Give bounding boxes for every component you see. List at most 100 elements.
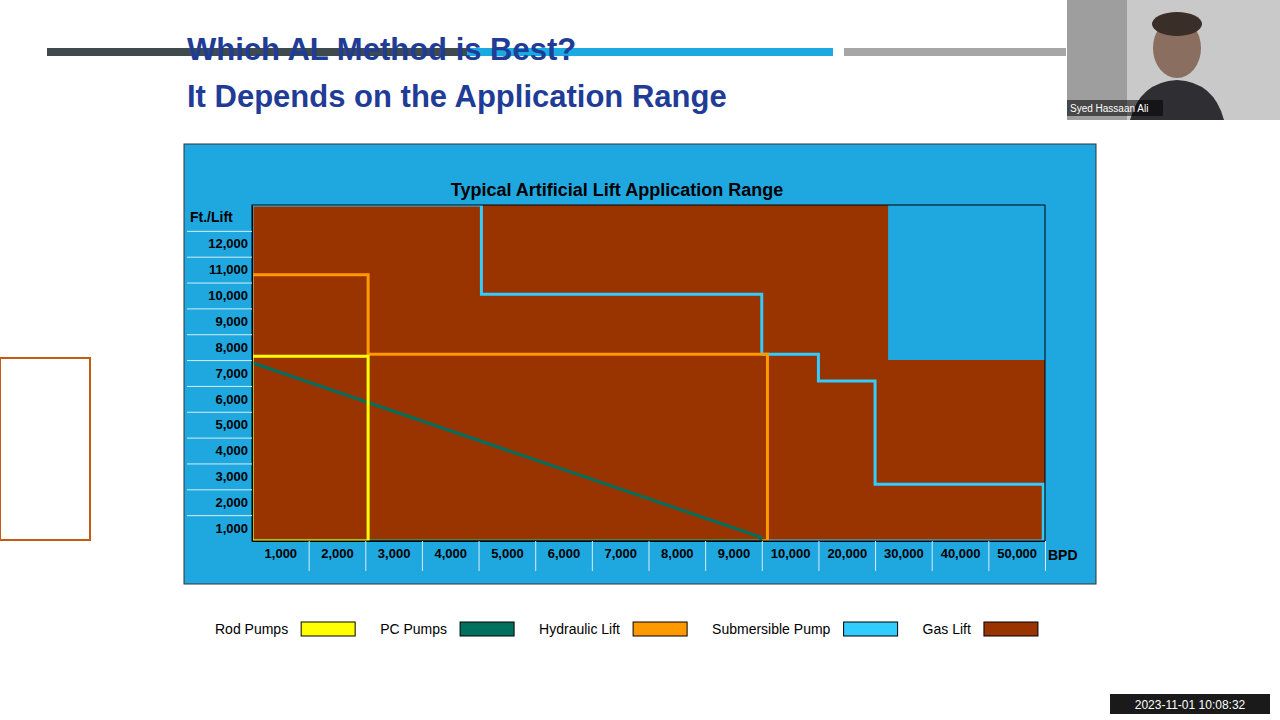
y-tick-label: 9,000	[215, 314, 248, 329]
y-tick: 7,000	[187, 361, 252, 381]
x-tick-label: 10,000	[771, 546, 811, 561]
y-tick-line	[187, 334, 252, 335]
webcam: Syed Hassaan Ali	[1067, 0, 1280, 120]
legend-label: Hydraulic Lift	[539, 621, 620, 637]
y-tick-label: 11,000	[209, 262, 248, 277]
y-tick: 4,000	[187, 438, 252, 458]
chart-title: Typical Artificial Lift Application Rang…	[451, 180, 783, 200]
y-tick: 5,000	[187, 412, 252, 432]
y-axis-line	[252, 206, 253, 542]
x-tick: 1,000	[265, 541, 310, 571]
x-tick: 7,000	[604, 541, 649, 571]
x-tick-line	[705, 541, 706, 571]
y-tick: 11,000	[187, 257, 252, 277]
x-tick-label: 5,000	[491, 546, 524, 561]
x-tick-line	[932, 541, 933, 571]
x-tick-line	[649, 541, 650, 571]
y-tick-label: 3,000	[215, 469, 248, 484]
legend-label: Gas Lift	[923, 621, 971, 637]
lift-region	[252, 356, 368, 541]
x-tick-label: 30,000	[884, 546, 924, 561]
x-tick-line	[365, 541, 366, 571]
y-tick: 8,000	[187, 335, 252, 355]
y-tick: 9,000	[187, 309, 252, 329]
chart-panel	[184, 144, 1096, 584]
y-tick-line	[187, 360, 252, 361]
side-box	[0, 358, 90, 540]
y-tick-label: 10,000	[208, 288, 248, 303]
lift-region	[252, 205, 1045, 541]
y-tick: 1,000	[187, 516, 252, 536]
x-tick-label: 7,000	[604, 546, 637, 561]
legend-swatch	[633, 622, 687, 636]
x-tick-line	[1045, 541, 1046, 571]
lift-region	[252, 205, 1043, 541]
y-tick-label: 6,000	[215, 392, 248, 407]
y-tick-line	[187, 308, 252, 309]
x-tick-label: 6,000	[548, 546, 581, 561]
x-tick: 8,000	[661, 541, 706, 571]
x-tick-line	[875, 541, 876, 571]
x-tick-label: 1,000	[265, 546, 298, 561]
x-tick-label: 4,000	[434, 546, 467, 561]
legend-item: Rod Pumps	[215, 621, 355, 637]
x-tick: 9,000	[718, 541, 763, 571]
legend-swatch	[984, 622, 1038, 636]
legend-label: Submersible Pump	[712, 621, 830, 637]
y-tick-label: 2,000	[215, 495, 248, 510]
y-tick: 2,000	[187, 490, 252, 510]
presenter-name: Syed Hassaan Ali	[1070, 103, 1148, 114]
x-tick-line	[309, 541, 310, 571]
webcam-frame	[1067, 0, 1280, 120]
y-tick-label: 4,000	[215, 443, 248, 458]
x-tick-label: 2,000	[321, 546, 354, 561]
y-tick-line	[187, 489, 252, 490]
x-tick-line	[762, 541, 763, 571]
legend-item: Gas Lift	[923, 621, 1038, 637]
y-axis-title: Ft./Lift	[190, 209, 233, 225]
legend-swatch	[844, 622, 898, 636]
timestamp-box	[1110, 694, 1270, 714]
x-tick: 30,000	[884, 541, 932, 571]
y-tick-line	[187, 515, 252, 516]
x-tick: 5,000	[491, 541, 536, 571]
y-tick: 3,000	[187, 464, 252, 484]
y-tick-label: 5,000	[215, 417, 248, 432]
y-axis: 1,000 2,000 3,000 4,000 5,000 6,000 7,000 8,000…	[187, 206, 253, 542]
person-hair	[1152, 12, 1202, 36]
plot-background	[252, 205, 1045, 541]
x-tick-line	[988, 541, 989, 571]
x-tick: 2,000	[321, 541, 366, 571]
x-tick-line	[535, 541, 536, 571]
slide: Which AL Method is Best? It Depends on th…	[0, 0, 1280, 720]
y-tick-line	[187, 283, 252, 284]
y-tick: 6,000	[187, 386, 252, 406]
header-bar	[844, 48, 1066, 56]
y-tick-line	[187, 438, 252, 439]
lift-region	[252, 363, 761, 541]
y-tick-label: 7,000	[215, 366, 248, 381]
legend-label: Rod Pumps	[215, 621, 288, 637]
y-tick-line	[187, 257, 252, 258]
x-tick-label: 20,000	[827, 546, 867, 561]
y-tick-label: 12,000	[208, 236, 248, 251]
y-tick-line	[187, 463, 252, 464]
x-tick: 6,000	[548, 541, 593, 571]
slide-title: Which AL Method is Best?	[187, 32, 576, 67]
y-tick-label: 8,000	[215, 340, 248, 355]
legend-item: Hydraulic Lift	[539, 621, 687, 637]
x-tick-label: 9,000	[718, 546, 751, 561]
legend: Rod Pumps PC Pumps Hydraulic Lift Submersib…	[215, 621, 1038, 637]
plot-marks	[252, 205, 1045, 541]
x-tick-label: 8,000	[661, 546, 694, 561]
x-tick-line	[479, 541, 480, 571]
background	[0, 0, 1280, 720]
x-axis-title: BPD	[1048, 547, 1078, 563]
y-tick-label: 1,000	[215, 521, 248, 536]
lift-region	[252, 275, 767, 541]
legend-label: PC Pumps	[380, 621, 447, 637]
slide-title: It Depends on the Application Range	[187, 79, 727, 114]
timestamp: 2023-11-01 10:08:32	[1135, 698, 1246, 712]
name-band	[1067, 100, 1163, 116]
x-tick-label: 50,000	[997, 546, 1037, 561]
